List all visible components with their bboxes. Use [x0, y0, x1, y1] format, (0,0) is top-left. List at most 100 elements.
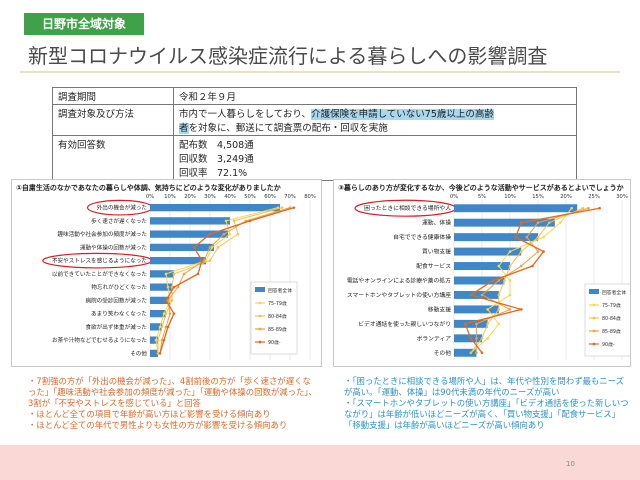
bar	[150, 270, 174, 278]
data-point	[192, 246, 196, 249]
data-point	[164, 299, 168, 302]
series-line	[159, 207, 291, 354]
data-point	[216, 246, 220, 249]
category-label: 困ったときに相談できる場所や人	[364, 204, 451, 212]
x-tick-label: 20%	[560, 194, 572, 200]
series-line	[157, 207, 283, 354]
data-point	[508, 293, 512, 297]
category-label: 歩く速さが遅くなった	[91, 217, 147, 225]
period-label: 調査期間	[52, 87, 174, 105]
data-point	[480, 337, 484, 340]
bar	[150, 296, 170, 305]
survey-info-table: 調査期間 令和２年９月 調査対象及び方法 市内で一人暮らしをしており、介護保険を…	[52, 87, 577, 181]
target-highlight-2: 者	[179, 123, 189, 134]
data-point	[503, 279, 506, 282]
category-label: その他	[130, 349, 147, 357]
data-point	[208, 232, 212, 236]
title-underline	[20, 71, 620, 73]
data-point	[162, 338, 166, 342]
bar	[150, 309, 166, 318]
x-tick-label: 15%	[532, 194, 544, 200]
x-tick-label: 40%	[224, 194, 236, 200]
data-point	[166, 299, 170, 302]
x-tick-label: 30%	[204, 194, 216, 200]
data-point	[598, 206, 601, 210]
data-point	[581, 206, 585, 210]
target-text-a: 市内で一人暮らしをしており、	[179, 109, 312, 120]
data-point	[208, 246, 212, 249]
data-point	[292, 206, 296, 209]
note-left-1: ・7割強の方が「外出の機会が減った」、4割前後の方が「歩く速さが遅くなった」「趣…	[28, 376, 317, 408]
data-point	[164, 272, 168, 276]
valid-value: 配布数 4,508通 回収数 3,249通 回収率 72.1%	[173, 135, 577, 181]
data-point	[200, 259, 204, 262]
bar	[454, 276, 505, 285]
category-label: 自宅でできる健康体操	[393, 233, 451, 241]
legend-swatch	[255, 287, 265, 292]
data-point	[559, 221, 562, 224]
data-point	[222, 232, 226, 236]
data-point	[469, 351, 473, 355]
period-value: 令和２年９月	[173, 87, 577, 105]
target-row: 調査対象及び方法 市内で一人暮らしをしており、介護保険を申請していない75歳以上…	[52, 104, 577, 136]
legend-label: 90歳-	[268, 339, 281, 346]
x-tick-label: 20%	[184, 194, 196, 200]
data-point	[158, 352, 162, 355]
legend: 回答者全体 75-79歳 80-84歳 85-89歳 90歳-	[584, 283, 630, 357]
note-right-2: ・「スマートホンやタブレットの使い方講座」「ビデオ通話を使った新しいつながり」は…	[344, 398, 629, 430]
category-label: ビデオ通話を使った親しいつながり	[358, 320, 451, 328]
data-point	[536, 235, 540, 239]
legend-label: 80-84歳	[602, 315, 621, 322]
legend-label: 回答者全体	[602, 289, 626, 296]
category-label: お茶や汁物などでむせるようになった	[52, 336, 147, 344]
x-tick-label: 70%	[284, 194, 296, 200]
data-point	[164, 312, 168, 315]
data-point	[162, 312, 166, 315]
data-point	[156, 352, 160, 355]
bar	[454, 218, 555, 227]
category-label: その他	[434, 349, 452, 357]
data-point	[531, 264, 534, 268]
data-point	[475, 322, 478, 326]
category-label: 食欲が出ず体重が減った	[85, 323, 147, 331]
data-point	[176, 285, 180, 289]
bar	[454, 334, 482, 343]
data-point	[514, 235, 517, 239]
data-point	[570, 206, 573, 210]
data-point	[236, 232, 240, 236]
data-point	[166, 325, 170, 329]
x-tick-label: 50%	[244, 194, 256, 200]
bar	[150, 283, 172, 291]
x-tick-label: 10%	[504, 194, 516, 200]
data-point	[154, 338, 158, 342]
category-label: あまり笑わなくなった	[91, 310, 147, 318]
data-point	[508, 279, 512, 282]
data-point	[497, 279, 501, 282]
data-point	[508, 250, 512, 253]
data-point	[525, 235, 529, 239]
x-tick-label: 60%	[264, 194, 276, 200]
data-point	[172, 285, 176, 289]
data-point	[542, 235, 545, 239]
note-left-2: ・ほとんど全ての項目で年齢が高い方ほど影響を受ける傾向あり	[28, 409, 271, 419]
bar	[150, 336, 158, 344]
x-tick-label: 80%	[304, 194, 316, 200]
data-point	[475, 337, 478, 340]
data-point	[491, 279, 495, 282]
data-point	[463, 322, 467, 326]
data-point	[160, 338, 164, 342]
category-label: 物忘れがひどくなった	[91, 283, 147, 291]
bar	[150, 203, 280, 212]
data-point	[228, 232, 232, 236]
bar	[454, 204, 578, 213]
legend-marker	[592, 303, 596, 307]
data-point	[168, 299, 172, 302]
data-point	[480, 293, 484, 297]
x-tick-label: 5%	[478, 194, 486, 200]
legend-marker	[258, 314, 262, 318]
data-point	[480, 351, 484, 355]
legend-marker	[592, 329, 596, 333]
legend-label: 75-79歳	[602, 302, 621, 309]
data-point	[204, 259, 208, 262]
legend-marker	[592, 342, 596, 346]
